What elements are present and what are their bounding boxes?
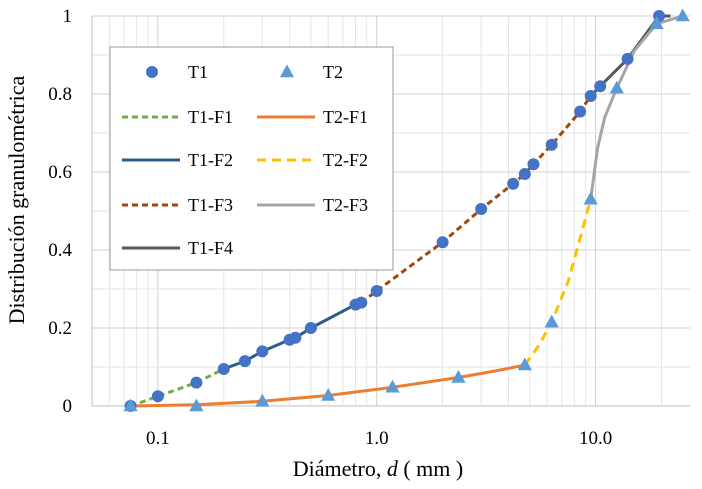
legend-label-t2-f1: T2-F1 xyxy=(323,107,368,127)
legend-label-t2-f2: T2-F2 xyxy=(323,150,368,170)
data-point-t1 xyxy=(151,390,164,403)
data-point-t2 xyxy=(451,370,466,383)
legend-label-t1-f2: T1-F2 xyxy=(188,150,233,170)
data-point-t1 xyxy=(518,167,531,180)
legend: T1 T2 T1-F1 T2-F1 T1-F2 T2-F2 T1-F3 T2-F3 T1-F4 xyxy=(109,46,394,271)
data-point-t2 xyxy=(675,8,690,22)
series-line-t2-f2 xyxy=(523,198,593,366)
data-point-t1 xyxy=(584,89,597,102)
data-point-t1 xyxy=(289,331,302,344)
data-point-t2 xyxy=(583,191,598,205)
y-tick-label: 0.2 xyxy=(48,318,72,339)
data-point-t1 xyxy=(594,80,607,93)
data-point-t1 xyxy=(436,236,449,249)
legend-label-t1-f3: T1-F3 xyxy=(188,195,233,215)
data-point-t1 xyxy=(507,177,520,190)
legend-label-t1-f1: T1-F1 xyxy=(188,107,233,127)
data-point-t2 xyxy=(123,398,138,412)
series-line-t2-f1 xyxy=(130,363,526,408)
x-tick-label: 1.0 xyxy=(365,428,389,449)
data-point-t1 xyxy=(527,158,540,171)
x-axis-title-var: d xyxy=(387,456,399,481)
data-point-t2 xyxy=(321,388,336,401)
legend-label-t1: T1 xyxy=(188,62,208,82)
data-point-t2 xyxy=(544,314,559,328)
series-markers xyxy=(123,8,690,412)
legend-marker-t2 xyxy=(279,64,295,78)
data-point-t1 xyxy=(304,322,317,334)
data-point-t1 xyxy=(355,296,368,309)
data-point-t2 xyxy=(609,80,624,94)
y-tick-label: 0.4 xyxy=(48,240,72,261)
data-point-t1 xyxy=(574,105,587,118)
data-point-t2 xyxy=(517,357,532,371)
y-tick-label: 1 xyxy=(63,6,73,27)
y-axis-title: Distribución granulométrica xyxy=(4,75,29,324)
x-tick-label: 0.1 xyxy=(146,428,170,449)
series-line-t1-f1 xyxy=(129,367,225,408)
y-tick-label: 0 xyxy=(63,396,73,417)
data-point-t1 xyxy=(545,138,558,151)
y-tick-label: 0.6 xyxy=(48,162,72,183)
x-axis-title-unit: ( mm ) xyxy=(398,456,463,481)
data-point-t2 xyxy=(189,398,204,412)
data-point-t1 xyxy=(217,362,230,375)
legend-label-t2: T2 xyxy=(323,62,343,82)
data-point-t2 xyxy=(255,393,270,407)
data-point-t1 xyxy=(190,376,203,389)
x-axis-title: Diámetro, d ( mm ) xyxy=(293,456,463,481)
series-line-t1-f3 xyxy=(360,95,592,304)
x-axis-title-main: Diámetro, xyxy=(293,456,387,481)
data-point-t1 xyxy=(475,203,488,216)
data-point-t2 xyxy=(649,16,664,30)
y-tick-label: 0.8 xyxy=(48,84,72,105)
legend-label-t2-f3: T2-F3 xyxy=(323,195,368,215)
legend-label-t1-f4: T1-F4 xyxy=(188,238,233,258)
legend-marker-t1 xyxy=(146,66,158,78)
data-point-t1 xyxy=(238,355,251,368)
data-point-t1 xyxy=(370,284,383,297)
data-point-t2 xyxy=(385,379,400,393)
x-tick-label: 10.0 xyxy=(579,428,612,449)
data-point-t1 xyxy=(621,52,634,65)
data-point-t1 xyxy=(256,345,269,358)
tick-labels: 0.1 1.0 10.0 0 0.2 0.4 0.6 0.8 1 xyxy=(48,6,612,449)
